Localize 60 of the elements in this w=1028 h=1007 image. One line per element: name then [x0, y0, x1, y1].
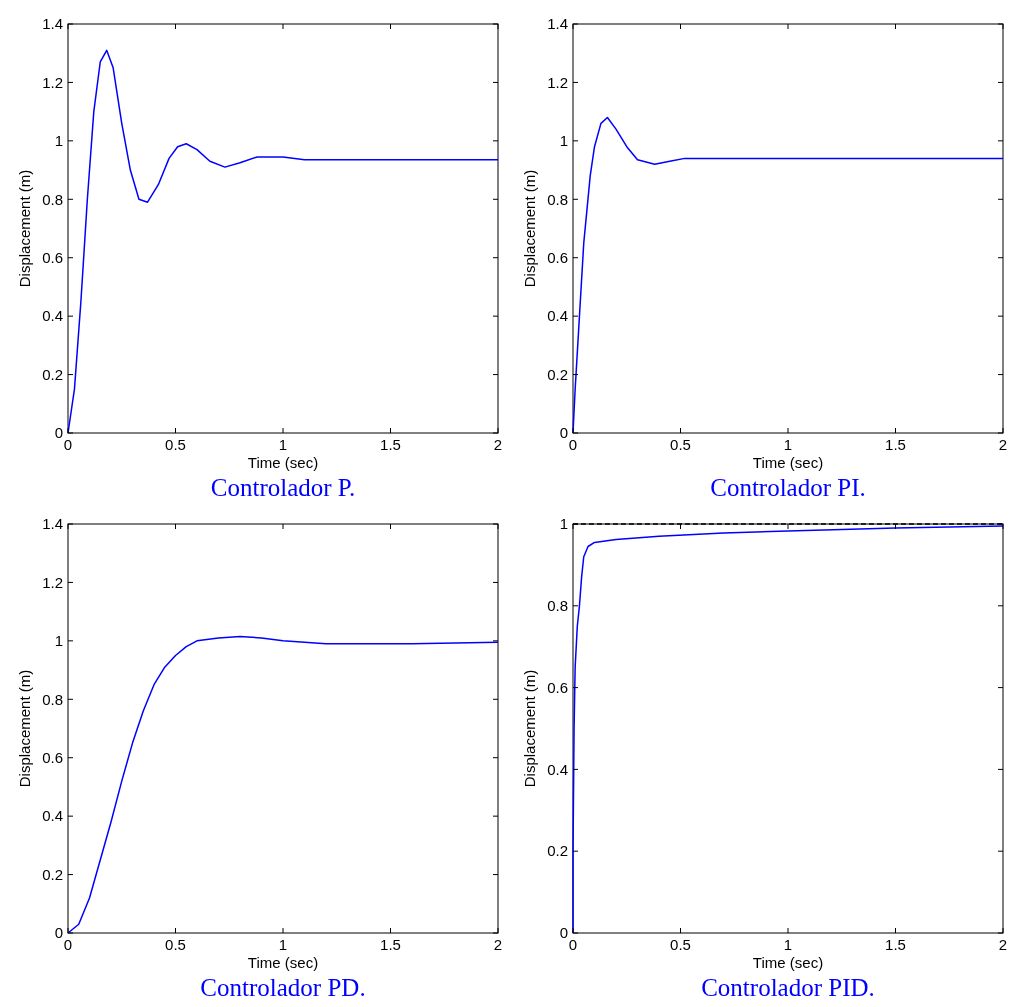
y-tick-label: 1: [54, 132, 63, 150]
x-axis-title: Time (sec): [752, 454, 824, 471]
y-tick-label: 0.6: [42, 248, 63, 266]
y-axis-title: Displacement (m): [521, 169, 538, 288]
y-tick-label: 1.4: [547, 15, 568, 33]
x-tick-label: 0.5: [165, 936, 186, 953]
y-tick-label: 0.4: [547, 307, 568, 325]
y-tick-label: 1.2: [42, 573, 63, 591]
y-tick-label: 0.2: [42, 865, 63, 883]
y-tick-label: 0.6: [547, 678, 568, 696]
x-tick-label: 2: [493, 936, 503, 953]
x-axis-title: Time (sec): [247, 454, 319, 471]
y-axis-title: Displacement (m): [16, 169, 33, 288]
y-tick-label: 1: [54, 632, 63, 650]
x-tick-label: 1.5: [885, 936, 906, 953]
text: Controlador PID.: [701, 974, 875, 1001]
y-tick-label: 0.2: [547, 842, 568, 860]
text: Controlador PI.: [710, 474, 866, 501]
y-tick-label: 0.8: [42, 190, 63, 208]
y-axis-title: Displacement (m): [16, 669, 33, 788]
y-tick-label: 1.4: [42, 15, 63, 33]
x-tick-label: 2: [998, 436, 1008, 453]
y-axis-title: Displacement (m): [521, 669, 538, 788]
x-axis-title: Time (sec): [752, 954, 824, 971]
y-tick-label: 0.6: [547, 248, 568, 266]
x-tick-label: 1.5: [380, 436, 401, 453]
x-tick-label: 1.5: [380, 936, 401, 953]
y-tick-label: 0.8: [42, 690, 63, 708]
y-tick-label: 0.4: [42, 307, 63, 325]
y-tick-label: 0.2: [547, 365, 568, 383]
y-tick-label: 1: [559, 515, 568, 533]
y-tick-label: 0: [54, 424, 63, 442]
x-tick-label: 1: [783, 436, 793, 453]
x-tick-label: 1: [278, 436, 288, 453]
x-tick-label: 0.5: [670, 436, 691, 453]
x-axis-title: Time (sec): [247, 954, 319, 971]
x-tick-label: 1: [278, 936, 288, 953]
y-tick-label: 0.8: [547, 597, 568, 615]
y-tick-label: 0.6: [42, 748, 63, 766]
y-tick-label: 0: [54, 924, 63, 942]
y-tick-label: 1.2: [42, 73, 63, 91]
text: Controlador P.: [210, 474, 356, 501]
y-tick-label: 0: [559, 924, 568, 942]
y-tick-label: 1: [559, 132, 568, 150]
x-tick-label: 0.5: [165, 436, 186, 453]
y-tick-label: 1.2: [547, 73, 568, 91]
y-tick-label: 0: [559, 424, 568, 442]
y-tick-label: 0.4: [42, 807, 63, 825]
y-tick-label: 0.4: [547, 760, 568, 778]
y-tick-label: 0.8: [547, 190, 568, 208]
line-series: [67, 635, 499, 934]
y-tick-label: 1.4: [42, 515, 63, 533]
x-tick-label: 2: [493, 436, 503, 453]
text: Controlador PD.: [200, 974, 366, 1001]
x-tick-label: 1: [783, 936, 793, 953]
y-tick-label: 0.2: [42, 365, 63, 383]
x-tick-label: 1.5: [885, 436, 906, 453]
x-tick-label: 2: [998, 936, 1008, 953]
line-series: [572, 525, 1004, 934]
x-tick-label: 0.5: [670, 936, 691, 953]
